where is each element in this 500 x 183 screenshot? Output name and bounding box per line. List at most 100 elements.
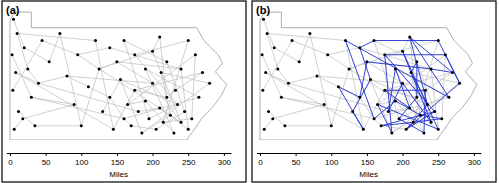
edge bbox=[17, 33, 95, 40]
node bbox=[137, 110, 140, 113]
node bbox=[11, 89, 14, 92]
edge bbox=[378, 55, 446, 105]
node bbox=[180, 67, 183, 70]
node bbox=[419, 114, 422, 117]
node bbox=[41, 39, 44, 42]
edge bbox=[410, 37, 428, 105]
node bbox=[155, 128, 158, 131]
node bbox=[12, 18, 15, 21]
edge bbox=[78, 48, 110, 55]
node bbox=[151, 50, 154, 53]
node bbox=[158, 107, 161, 110]
node bbox=[73, 103, 76, 106]
node bbox=[426, 103, 429, 106]
edge-group bbox=[338, 37, 459, 133]
x-tick: 200 bbox=[146, 153, 160, 167]
node bbox=[201, 71, 204, 74]
node bbox=[169, 114, 172, 117]
state-outline bbox=[260, 12, 477, 140]
panel-title: (a) bbox=[6, 4, 20, 16]
edge bbox=[269, 112, 285, 126]
node bbox=[176, 103, 179, 106]
node bbox=[140, 131, 143, 134]
edge bbox=[360, 48, 431, 69]
panel-frame bbox=[252, 1, 496, 182]
node bbox=[401, 82, 404, 85]
node bbox=[298, 60, 301, 63]
node bbox=[273, 46, 276, 49]
x-tick: 150 bbox=[111, 153, 125, 167]
node bbox=[17, 110, 20, 113]
edge bbox=[374, 119, 381, 126]
node bbox=[144, 67, 147, 70]
node bbox=[451, 71, 454, 74]
edge bbox=[299, 33, 310, 61]
edge bbox=[406, 83, 459, 129]
x-tick-label: 200 bbox=[396, 158, 410, 167]
edge bbox=[128, 55, 196, 105]
x-tick-mark bbox=[296, 153, 297, 156]
edge bbox=[13, 41, 42, 91]
node bbox=[444, 53, 447, 56]
node bbox=[437, 39, 440, 42]
node bbox=[373, 39, 376, 42]
node bbox=[383, 89, 386, 92]
node bbox=[151, 82, 154, 85]
edge bbox=[67, 76, 153, 83]
node bbox=[133, 89, 136, 92]
node bbox=[267, 110, 270, 113]
node bbox=[410, 71, 413, 74]
node bbox=[197, 96, 200, 99]
node bbox=[87, 85, 90, 88]
edge bbox=[264, 119, 273, 130]
node bbox=[11, 53, 14, 56]
edge bbox=[281, 97, 374, 118]
node bbox=[14, 71, 17, 74]
node bbox=[126, 103, 129, 106]
node bbox=[263, 128, 266, 131]
edge bbox=[385, 55, 392, 133]
edge bbox=[42, 41, 78, 55]
node bbox=[264, 71, 267, 74]
edge bbox=[38, 76, 67, 83]
edge bbox=[346, 41, 375, 119]
node bbox=[123, 117, 126, 120]
edge bbox=[267, 33, 345, 40]
edge bbox=[35, 125, 81, 126]
edge bbox=[385, 55, 435, 112]
node bbox=[358, 96, 361, 99]
edge bbox=[110, 48, 181, 69]
node bbox=[58, 32, 61, 35]
node bbox=[437, 128, 440, 131]
edge-group bbox=[12, 19, 210, 133]
edge bbox=[385, 90, 426, 91]
node bbox=[387, 110, 390, 113]
x-tick-label: 250 bbox=[432, 158, 446, 167]
node bbox=[440, 117, 443, 120]
edge bbox=[388, 83, 402, 111]
node bbox=[415, 60, 418, 63]
edge bbox=[346, 41, 364, 130]
edge bbox=[31, 97, 74, 104]
node bbox=[76, 53, 79, 56]
x-axis: 050100150200250300 bbox=[7, 153, 232, 167]
figure: 050100150200250300Miles(a)05010015020025… bbox=[0, 0, 500, 183]
node bbox=[108, 96, 111, 99]
edge bbox=[281, 97, 324, 104]
node bbox=[80, 124, 83, 127]
node bbox=[37, 82, 40, 85]
edge bbox=[374, 41, 399, 119]
edge bbox=[292, 41, 328, 55]
node bbox=[183, 110, 186, 113]
edge bbox=[78, 55, 181, 123]
x-tick-label: 250 bbox=[182, 158, 196, 167]
node bbox=[262, 18, 265, 21]
node bbox=[26, 67, 29, 70]
x-tick-label: 50 bbox=[42, 158, 51, 167]
x-tick: 300 bbox=[468, 153, 482, 167]
edge bbox=[385, 54, 446, 55]
node bbox=[458, 82, 461, 85]
x-tick-label: 300 bbox=[218, 158, 232, 167]
node bbox=[344, 39, 347, 42]
x-tick-mark bbox=[260, 153, 261, 156]
